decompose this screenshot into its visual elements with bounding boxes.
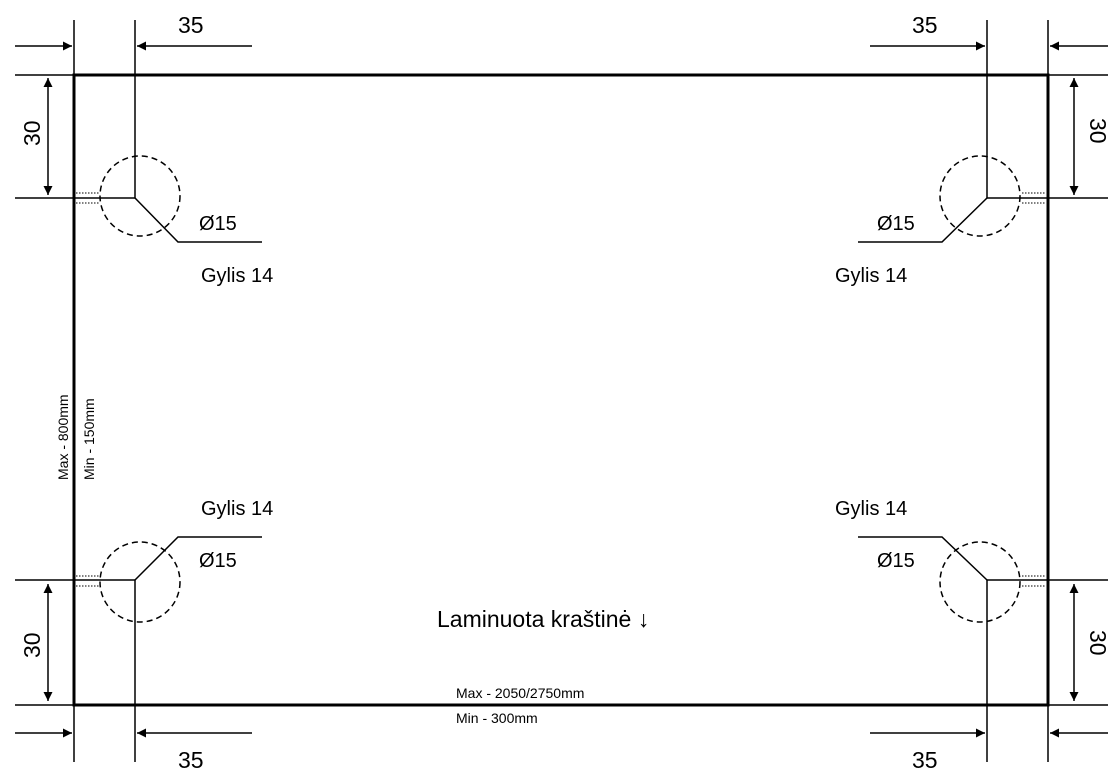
leader-top-left	[134, 197, 262, 243]
height-max-label: Max - 800mm	[55, 394, 71, 480]
dim-bottom-right-35: 35	[912, 747, 938, 773]
corner-bottom-right	[858, 536, 1108, 762]
dim-bottom-left-30: 30	[19, 632, 45, 658]
hole-diameter-bottom-left: Ø15	[199, 550, 237, 572]
leader-bottom-right	[858, 536, 988, 581]
hole-depth-top-left: Gylis 14	[201, 265, 273, 287]
corner-top-right	[858, 20, 1108, 243]
leader-bottom-left	[134, 536, 262, 581]
hole-top-left	[99, 155, 181, 237]
hole-bottom-right	[939, 541, 1021, 623]
hole-depth-bottom-left: Gylis 14	[201, 498, 273, 520]
dim-top-left-30: 30	[19, 120, 45, 146]
hole-depth-bottom-right: Gylis 14	[835, 498, 907, 520]
dim-top-right-35: 35	[912, 12, 938, 38]
panel-outline	[72, 73, 1050, 707]
hole-diameter-top-left: Ø15	[199, 213, 237, 235]
corner-bottom-left	[15, 536, 262, 762]
hole-depth-top-right: Gylis 14	[835, 265, 907, 287]
leader-top-right	[858, 197, 988, 243]
dim-bottom-right-30: 30	[1085, 630, 1111, 656]
hole-bottom-left	[99, 541, 181, 623]
width-max-label: Max - 2050/2750mm	[456, 685, 584, 701]
hole-diameter-top-right: Ø15	[877, 213, 915, 235]
laminated-edge-note: Laminuota kraštinė ↓	[437, 606, 649, 632]
corner-top-left	[15, 20, 262, 243]
height-min-label: Min - 150mm	[81, 398, 97, 480]
dim-top-left-35: 35	[178, 12, 204, 38]
hole-top-right	[939, 155, 1021, 237]
dim-top-right-30: 30	[1085, 118, 1111, 144]
width-min-label: Min - 300mm	[456, 710, 538, 726]
dim-bottom-left-35: 35	[178, 747, 204, 773]
hole-diameter-bottom-right: Ø15	[877, 550, 915, 572]
